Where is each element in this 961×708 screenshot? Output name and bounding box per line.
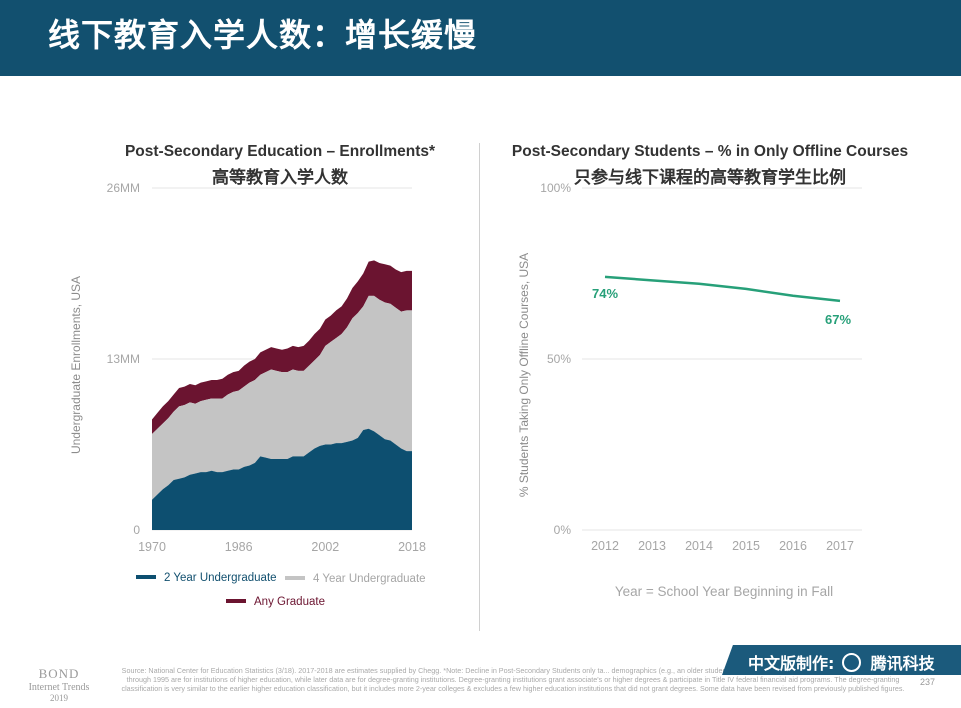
left-chart-title: Post-Secondary Education – Enrollments* …	[60, 143, 500, 188]
data-label-start: 74%	[592, 286, 618, 301]
right-x-tick-label: 2012	[591, 539, 619, 553]
right-x-tick-label: 2015	[732, 539, 760, 553]
bond-brand-sub: Internet Trends	[28, 682, 90, 693]
left-x-tick-label: 1986	[225, 540, 253, 554]
bond-brand-year: 2019	[50, 693, 68, 703]
tencent-logo-icon	[841, 653, 861, 672]
area-2-year-undergraduate	[152, 428, 412, 530]
right-x-axis-label: Year = School Year Beginning in Fall	[615, 584, 833, 599]
left-y-axis-label: Undergraduate Enrollments, USA	[69, 276, 83, 454]
right-x-tick-label: 2017	[826, 539, 854, 553]
legend-label: 2 Year Undergraduate	[164, 572, 277, 584]
left-y-tick-label: 26MM	[107, 181, 140, 195]
bond-brand: BOND	[38, 666, 80, 681]
right-y-tick-label: 50%	[547, 352, 571, 366]
bond-logo: BOND Internet Trends 2019	[20, 666, 98, 703]
right-x-tick-label: 2014	[685, 539, 713, 553]
left-chart-title-en: Post-Secondary Education – Enrollments*	[124, 143, 436, 160]
legend-swatch	[285, 576, 305, 580]
left-y-tick-label: 13MM	[107, 352, 140, 366]
header-bar: 线下教育入学人数：增长缓慢	[0, 0, 961, 76]
left-x-tick-label: 1970	[138, 540, 166, 554]
area-4-year-undergraduate	[152, 295, 412, 500]
page-title: 线下教育入学人数：增长缓慢	[48, 16, 478, 54]
right-chart-title-en: Post-Secondary Students – % in Only Offl…	[511, 143, 909, 160]
legend-swatch	[226, 599, 246, 603]
legend-label: Any Graduate	[254, 596, 325, 608]
right-chart-title: Post-Secondary Students – % in Only Offl…	[490, 143, 930, 188]
banner-brand: 腾讯科技	[870, 654, 935, 673]
right-x-tick-label: 2016	[779, 539, 807, 553]
right-y-tick-label: 0%	[554, 523, 572, 537]
translator-banner-text: 中文版制作: 腾讯科技	[748, 650, 935, 674]
source-note: Source: National Center for Education St…	[121, 666, 905, 693]
left-y-tick-label: 0	[133, 523, 140, 537]
left-x-tick-label: 2018	[398, 540, 426, 554]
legend-swatch	[136, 575, 156, 579]
right-y-tick-label: 100%	[540, 181, 571, 195]
left-x-tick-label: 2002	[311, 540, 339, 554]
area-any-graduate	[152, 260, 412, 434]
legend-label: 4 Year Undergraduate	[313, 573, 426, 585]
left-chart-title-zh: 高等教育入学人数	[212, 168, 348, 188]
offline-series-line	[604, 275, 841, 303]
right-x-tick-label: 2013	[638, 539, 666, 553]
banner-prefix: 中文版制作:	[748, 654, 835, 673]
page-number: 237	[920, 677, 936, 687]
right-y-axis-label: % Students Taking Only Offline Courses, …	[517, 253, 531, 497]
data-label-end: 67%	[825, 312, 851, 327]
right-chart-title-zh: 只参与线下课程的高等教育学生比例	[574, 168, 846, 188]
chart-divider	[479, 143, 480, 631]
